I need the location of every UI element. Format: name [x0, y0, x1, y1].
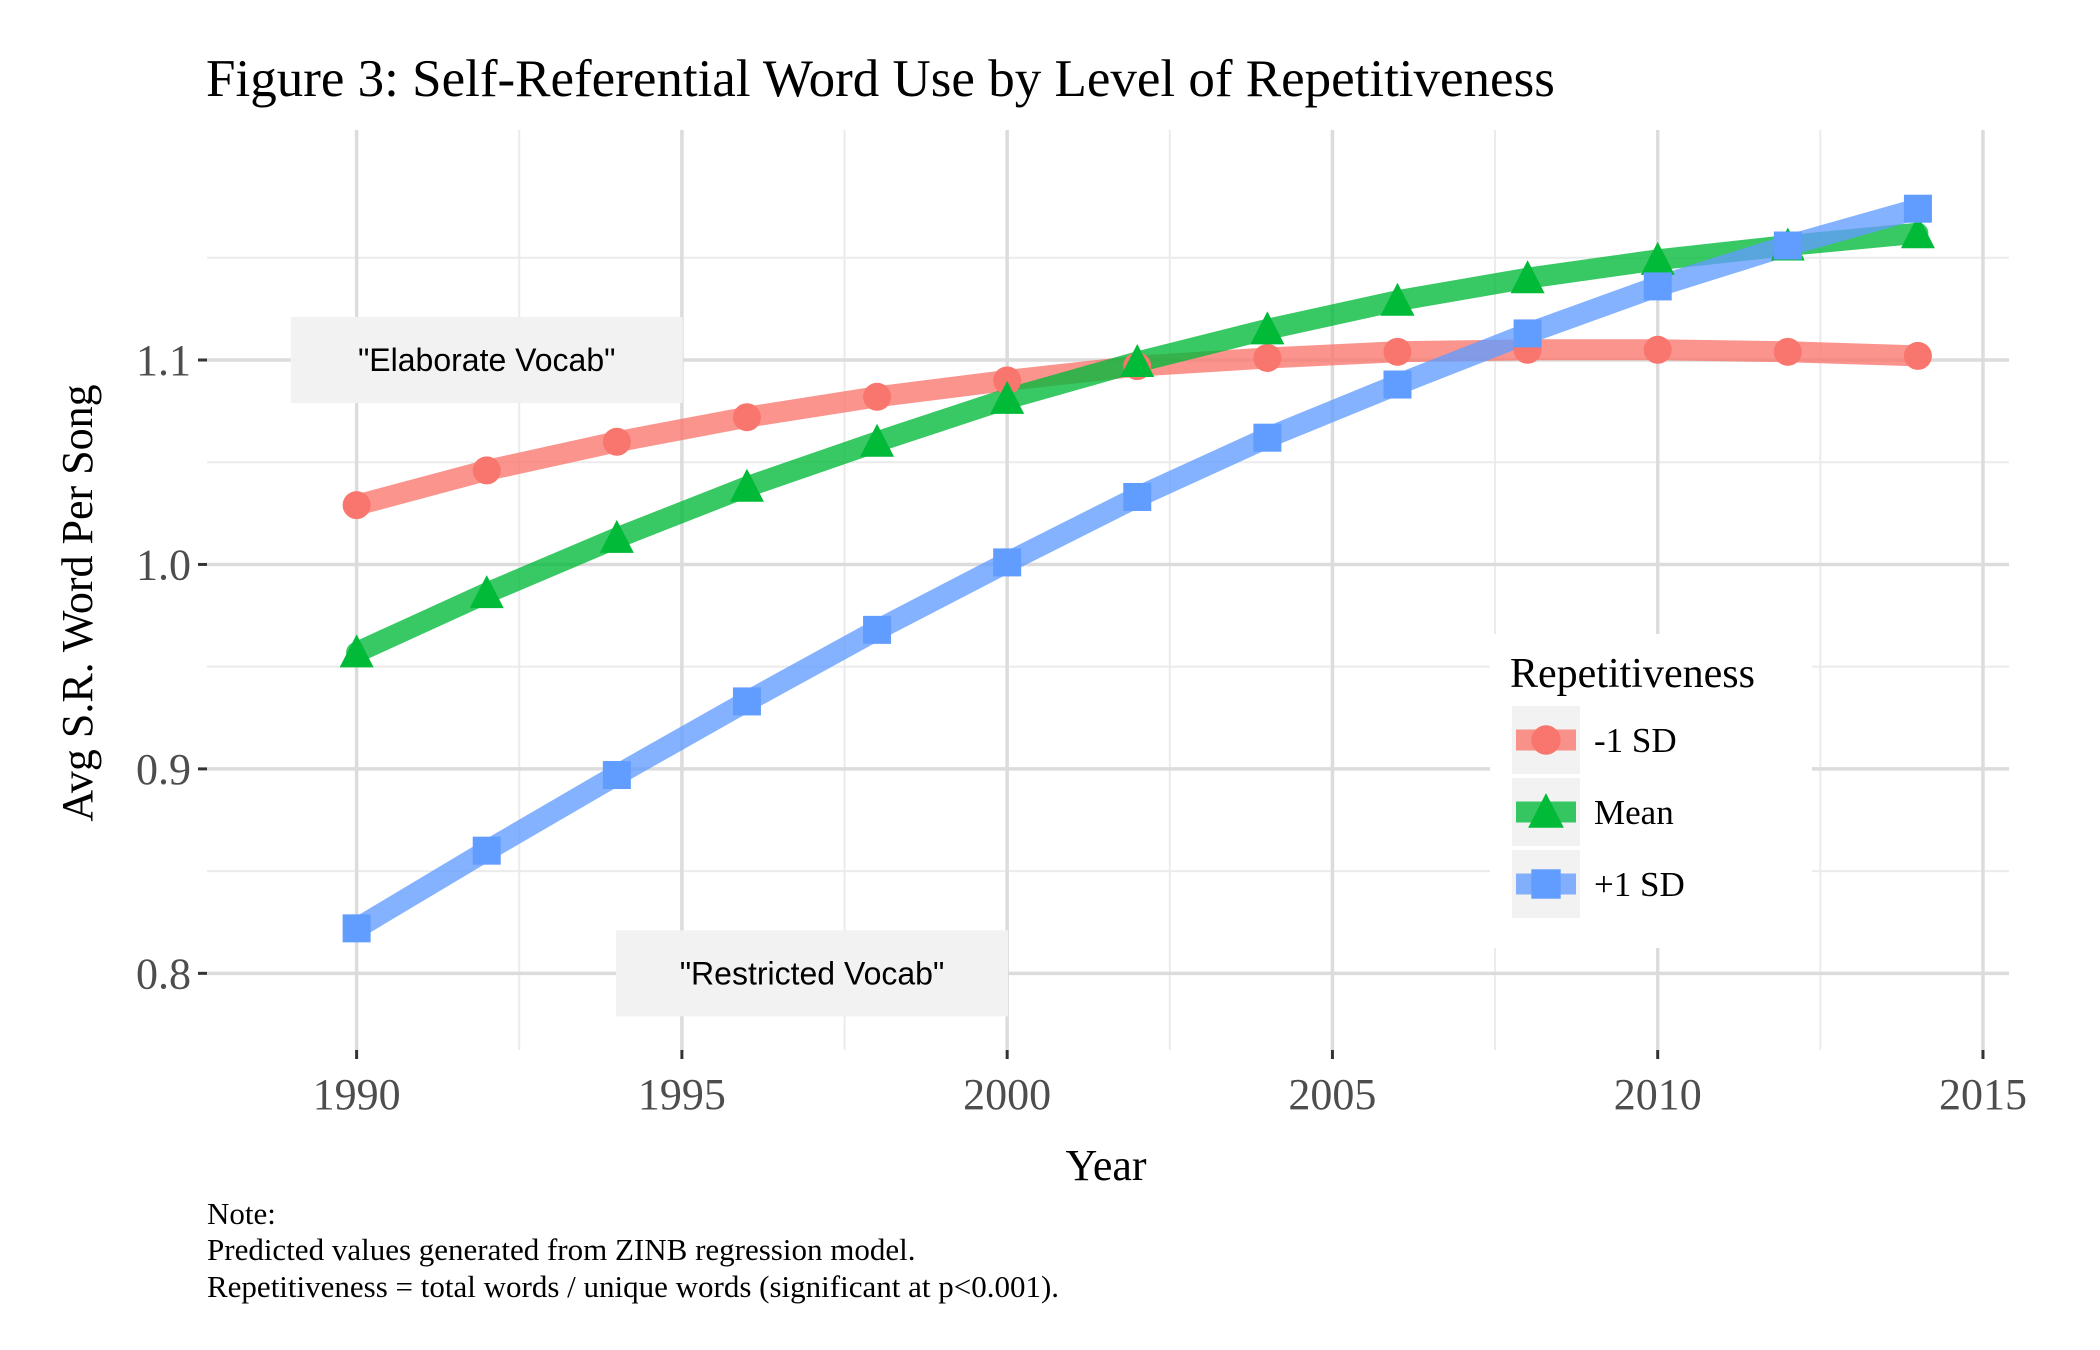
series-0-point — [1643, 335, 1672, 364]
axis-ticks — [198, 358, 1985, 1059]
series-2-point — [732, 687, 761, 716]
y-tick-label: 0.9 — [136, 745, 191, 794]
x-tick-labels: 1990 1995 2000 2005 2010 2015 — [313, 1070, 2027, 1119]
annotation-box — [616, 930, 1009, 1017]
series-markers — [339, 194, 1935, 943]
series-1-point — [1510, 260, 1545, 294]
series-1-point — [1640, 241, 1675, 275]
series-2-point — [1643, 272, 1672, 301]
x-tick-label: 1995 — [638, 1070, 726, 1119]
series-1-point — [1380, 282, 1415, 316]
legend-key-marker — [1531, 869, 1561, 899]
series-2-point — [1773, 231, 1802, 260]
annotations: "Elaborate Vocab" "Restricted Vocab" — [290, 317, 1009, 1017]
x-tick-label: 2010 — [1614, 1070, 1702, 1119]
series-2-point — [1253, 423, 1282, 452]
annotation-label: "Elaborate Vocab" — [358, 342, 616, 378]
series-2-point — [1903, 194, 1932, 223]
series-2-point — [993, 548, 1022, 577]
series-1-point — [860, 423, 895, 457]
y-tick-label: 1.1 — [136, 336, 191, 385]
series-2-point — [602, 761, 631, 790]
y-axis-title: Avg S.R. Word Per Song — [53, 384, 102, 821]
legend-key-marker — [1528, 793, 1564, 828]
x-axis-title: Year — [1065, 1141, 1146, 1190]
legend-title: Repetitiveness — [1510, 651, 1755, 697]
note-line-1: Note: — [207, 1196, 276, 1231]
series-0-point — [1903, 341, 1932, 370]
series-1-point — [339, 634, 374, 668]
x-tick-label: 2015 — [1939, 1070, 2027, 1119]
series-2-point — [1123, 482, 1152, 511]
chart-title: Figure 3: Self-Referential Word Use by L… — [206, 50, 1555, 108]
legend-label: Mean — [1594, 793, 1674, 832]
series-0-point — [342, 491, 371, 520]
x-tick-label: 2000 — [963, 1070, 1051, 1119]
legend-label: +1 SD — [1594, 865, 1685, 904]
series-0-point — [1773, 337, 1802, 366]
series-1-point — [599, 519, 634, 553]
series-0-point — [1253, 343, 1282, 372]
series-1-point — [469, 575, 504, 609]
note-line-2: Predicted values generated from ZINB reg… — [207, 1232, 915, 1267]
legend-key-marker — [1531, 725, 1561, 755]
series-0-point — [863, 382, 892, 411]
x-tick-label: 2005 — [1288, 1070, 1376, 1119]
y-tick-labels: 0.8 0.9 1.0 1.1 — [136, 336, 191, 998]
series-2-point — [1513, 319, 1542, 348]
series-2-point — [472, 836, 501, 865]
annotation-label: "Restricted Vocab" — [680, 955, 945, 991]
series-1-point — [1900, 215, 1935, 249]
legend: Repetitiveness -1 SD Mean +1 SD — [1490, 634, 1812, 948]
legend-label: -1 SD — [1594, 721, 1677, 760]
series-2-point — [342, 914, 371, 943]
y-tick-label: 1.0 — [136, 540, 191, 589]
series-1-point — [1120, 344, 1155, 378]
series-1-point — [990, 380, 1025, 414]
y-tick-label: 0.8 — [136, 949, 191, 998]
series-0-point — [993, 366, 1022, 395]
series-1-point — [1250, 311, 1285, 345]
annotation-box — [290, 317, 683, 403]
series-0-point — [472, 456, 501, 485]
series-0-point — [1383, 337, 1412, 366]
series-2-point — [863, 615, 892, 644]
series-0-point — [602, 427, 631, 456]
note-line-3: Repetitiveness = total words / unique wo… — [207, 1269, 1059, 1304]
series-0-point — [732, 403, 761, 432]
series-2-point — [1383, 370, 1412, 399]
x-tick-label: 1990 — [313, 1070, 401, 1119]
note: Note: Predicted values generated from ZI… — [207, 1196, 1059, 1304]
series-1-point — [729, 468, 764, 502]
legend-keys: -1 SD Mean +1 SD — [1512, 706, 1685, 918]
